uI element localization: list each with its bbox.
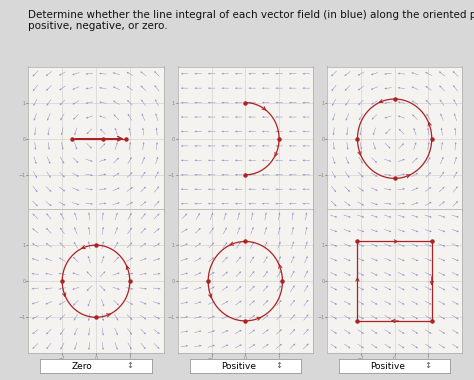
Text: Positive: Positive [370,362,405,371]
Text: ↕: ↕ [126,361,133,370]
Text: ↕: ↕ [126,219,133,228]
Text: Determine whether the line integral of each vector field (in blue) along the ori: Determine whether the line integral of e… [28,10,474,19]
Text: ↕: ↕ [275,361,282,370]
Text: Zero: Zero [72,362,92,371]
Text: Positive: Positive [221,220,256,229]
Text: Positive: Positive [221,362,256,371]
Text: Zero: Zero [72,220,92,229]
Text: Positive: Positive [370,220,405,229]
Text: positive, negative, or zero.: positive, negative, or zero. [28,21,168,31]
Text: ↕: ↕ [425,361,431,370]
Text: ↕: ↕ [425,219,431,228]
Text: ↕: ↕ [275,219,282,228]
